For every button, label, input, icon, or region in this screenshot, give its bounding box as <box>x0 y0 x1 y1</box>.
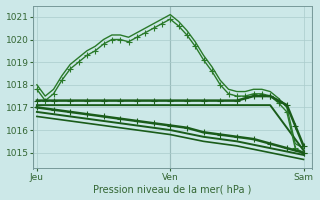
X-axis label: Pression niveau de la mer( hPa ): Pression niveau de la mer( hPa ) <box>93 184 252 194</box>
